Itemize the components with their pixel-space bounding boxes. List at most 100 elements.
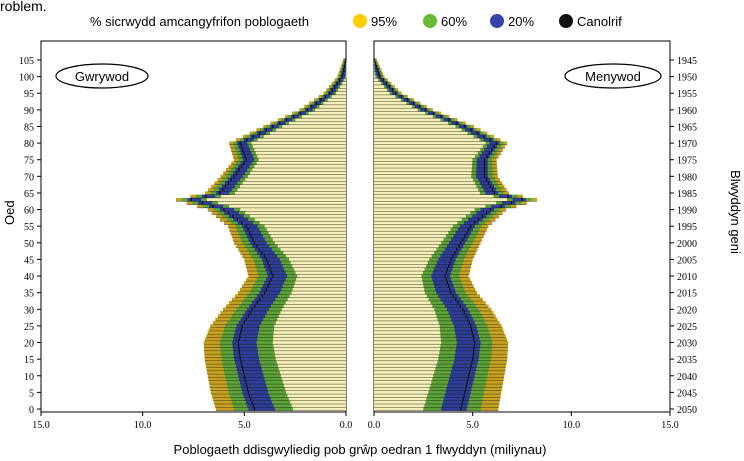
band-core — [273, 337, 346, 341]
band-20 — [458, 124, 468, 129]
age-bar — [374, 108, 434, 112]
right-panel-label: Menywod — [585, 69, 641, 84]
band-20 — [476, 158, 488, 162]
legend-swatch — [353, 14, 367, 28]
band-20 — [414, 104, 422, 109]
age-bar — [208, 380, 346, 385]
band-core — [374, 138, 480, 142]
band-20 — [330, 88, 337, 92]
band-20 — [221, 184, 235, 188]
band-20 — [444, 247, 462, 252]
band-20 — [489, 141, 500, 145]
band-core — [283, 251, 346, 255]
band-20 — [440, 297, 461, 301]
age-bar — [374, 151, 501, 155]
band-core — [374, 310, 436, 315]
age-bar — [374, 400, 500, 405]
band-core — [275, 354, 346, 358]
age-bar — [215, 407, 346, 411]
band-20 — [477, 134, 487, 139]
y-axis-label-right: Blwyddyn geni — [728, 170, 743, 254]
band-20 — [265, 267, 285, 272]
band-core — [374, 207, 475, 212]
band-core — [242, 181, 346, 185]
band-core — [264, 224, 346, 228]
band-20 — [444, 394, 470, 398]
band-core — [286, 390, 346, 395]
band-core — [315, 108, 346, 112]
band-core — [374, 314, 437, 318]
band-20 — [241, 154, 253, 159]
age-tick-label: 25 — [24, 322, 34, 333]
band-core — [374, 191, 480, 195]
age-bar — [236, 244, 346, 248]
age-bar — [374, 134, 494, 139]
age-bar — [231, 161, 346, 165]
age-bar — [374, 78, 388, 82]
band-20 — [187, 197, 202, 202]
age-bar — [374, 310, 494, 315]
age-bar — [204, 354, 346, 358]
band-core — [338, 88, 346, 92]
band-20 — [228, 214, 244, 218]
age-tick-label: 75 — [24, 156, 34, 167]
band-core — [374, 114, 433, 119]
age-tick-label: 5 — [29, 388, 34, 399]
band-core — [281, 307, 346, 311]
band-20 — [246, 234, 264, 238]
band-20 — [240, 151, 252, 155]
band-20 — [261, 287, 282, 292]
band-core — [374, 334, 441, 338]
band-core — [374, 104, 413, 109]
age-bar — [225, 304, 346, 308]
band-core — [274, 327, 346, 331]
age-bar — [374, 141, 508, 145]
age-bar — [203, 344, 346, 348]
age-bar — [233, 158, 346, 162]
band-20 — [332, 84, 339, 89]
band-20 — [291, 114, 300, 119]
band-core — [374, 320, 439, 325]
age-bar — [215, 317, 346, 322]
band-core — [268, 231, 346, 235]
band-20 — [259, 291, 280, 295]
birth-year-tick-label: 1995 — [677, 222, 697, 233]
age-bar — [374, 217, 496, 222]
band-core — [374, 98, 401, 102]
age-bar — [217, 314, 346, 318]
age-bar — [374, 251, 476, 255]
band-20 — [432, 277, 452, 282]
age-bar — [374, 384, 503, 388]
band-20 — [443, 118, 452, 122]
band-core — [374, 211, 471, 215]
age-bar — [374, 291, 478, 295]
band-core — [374, 324, 440, 328]
age-tick-label: 60 — [24, 206, 34, 217]
band-core — [374, 267, 425, 272]
age-bar — [337, 74, 347, 79]
birth-year-tick-label: 1975 — [677, 156, 697, 167]
band-core — [288, 121, 346, 125]
band-20 — [233, 334, 258, 338]
band-core — [266, 227, 346, 232]
band-20 — [420, 108, 428, 112]
age-bar — [374, 224, 489, 229]
right-panel-label-box: Menywod — [564, 63, 662, 89]
band-core — [374, 131, 468, 135]
band-20 — [441, 404, 468, 408]
band-20 — [472, 214, 487, 218]
band-core — [282, 124, 346, 129]
age-bar — [374, 227, 487, 232]
band-20 — [242, 314, 266, 318]
band-core — [240, 207, 346, 212]
birth-year-tick-label: 1945 — [677, 56, 697, 67]
legend: % sicrwydd amcangyfrifon poblogaeth 95% 6… — [90, 14, 622, 29]
band-20 — [449, 377, 474, 381]
age-bar — [326, 88, 346, 92]
band-20 — [452, 364, 478, 368]
age-bar — [313, 98, 346, 102]
age-bar — [374, 294, 480, 298]
band-20 — [438, 294, 459, 298]
age-tick-label: 100 — [19, 73, 34, 84]
band-core — [374, 158, 473, 162]
